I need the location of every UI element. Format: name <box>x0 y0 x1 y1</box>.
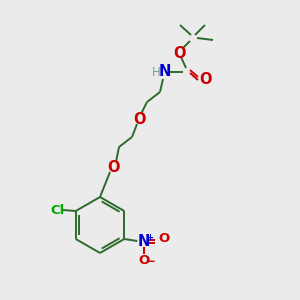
Text: O: O <box>139 254 150 268</box>
Text: O: O <box>159 232 170 245</box>
Text: O: O <box>133 112 145 127</box>
Text: N: N <box>159 64 171 80</box>
Text: O: O <box>107 160 119 175</box>
Text: Cl: Cl <box>51 203 65 217</box>
Text: O: O <box>174 46 186 61</box>
Text: H: H <box>152 65 160 79</box>
Text: −: − <box>145 254 155 268</box>
Text: N: N <box>138 233 150 248</box>
Text: O: O <box>200 71 212 86</box>
Text: +: + <box>146 232 153 242</box>
